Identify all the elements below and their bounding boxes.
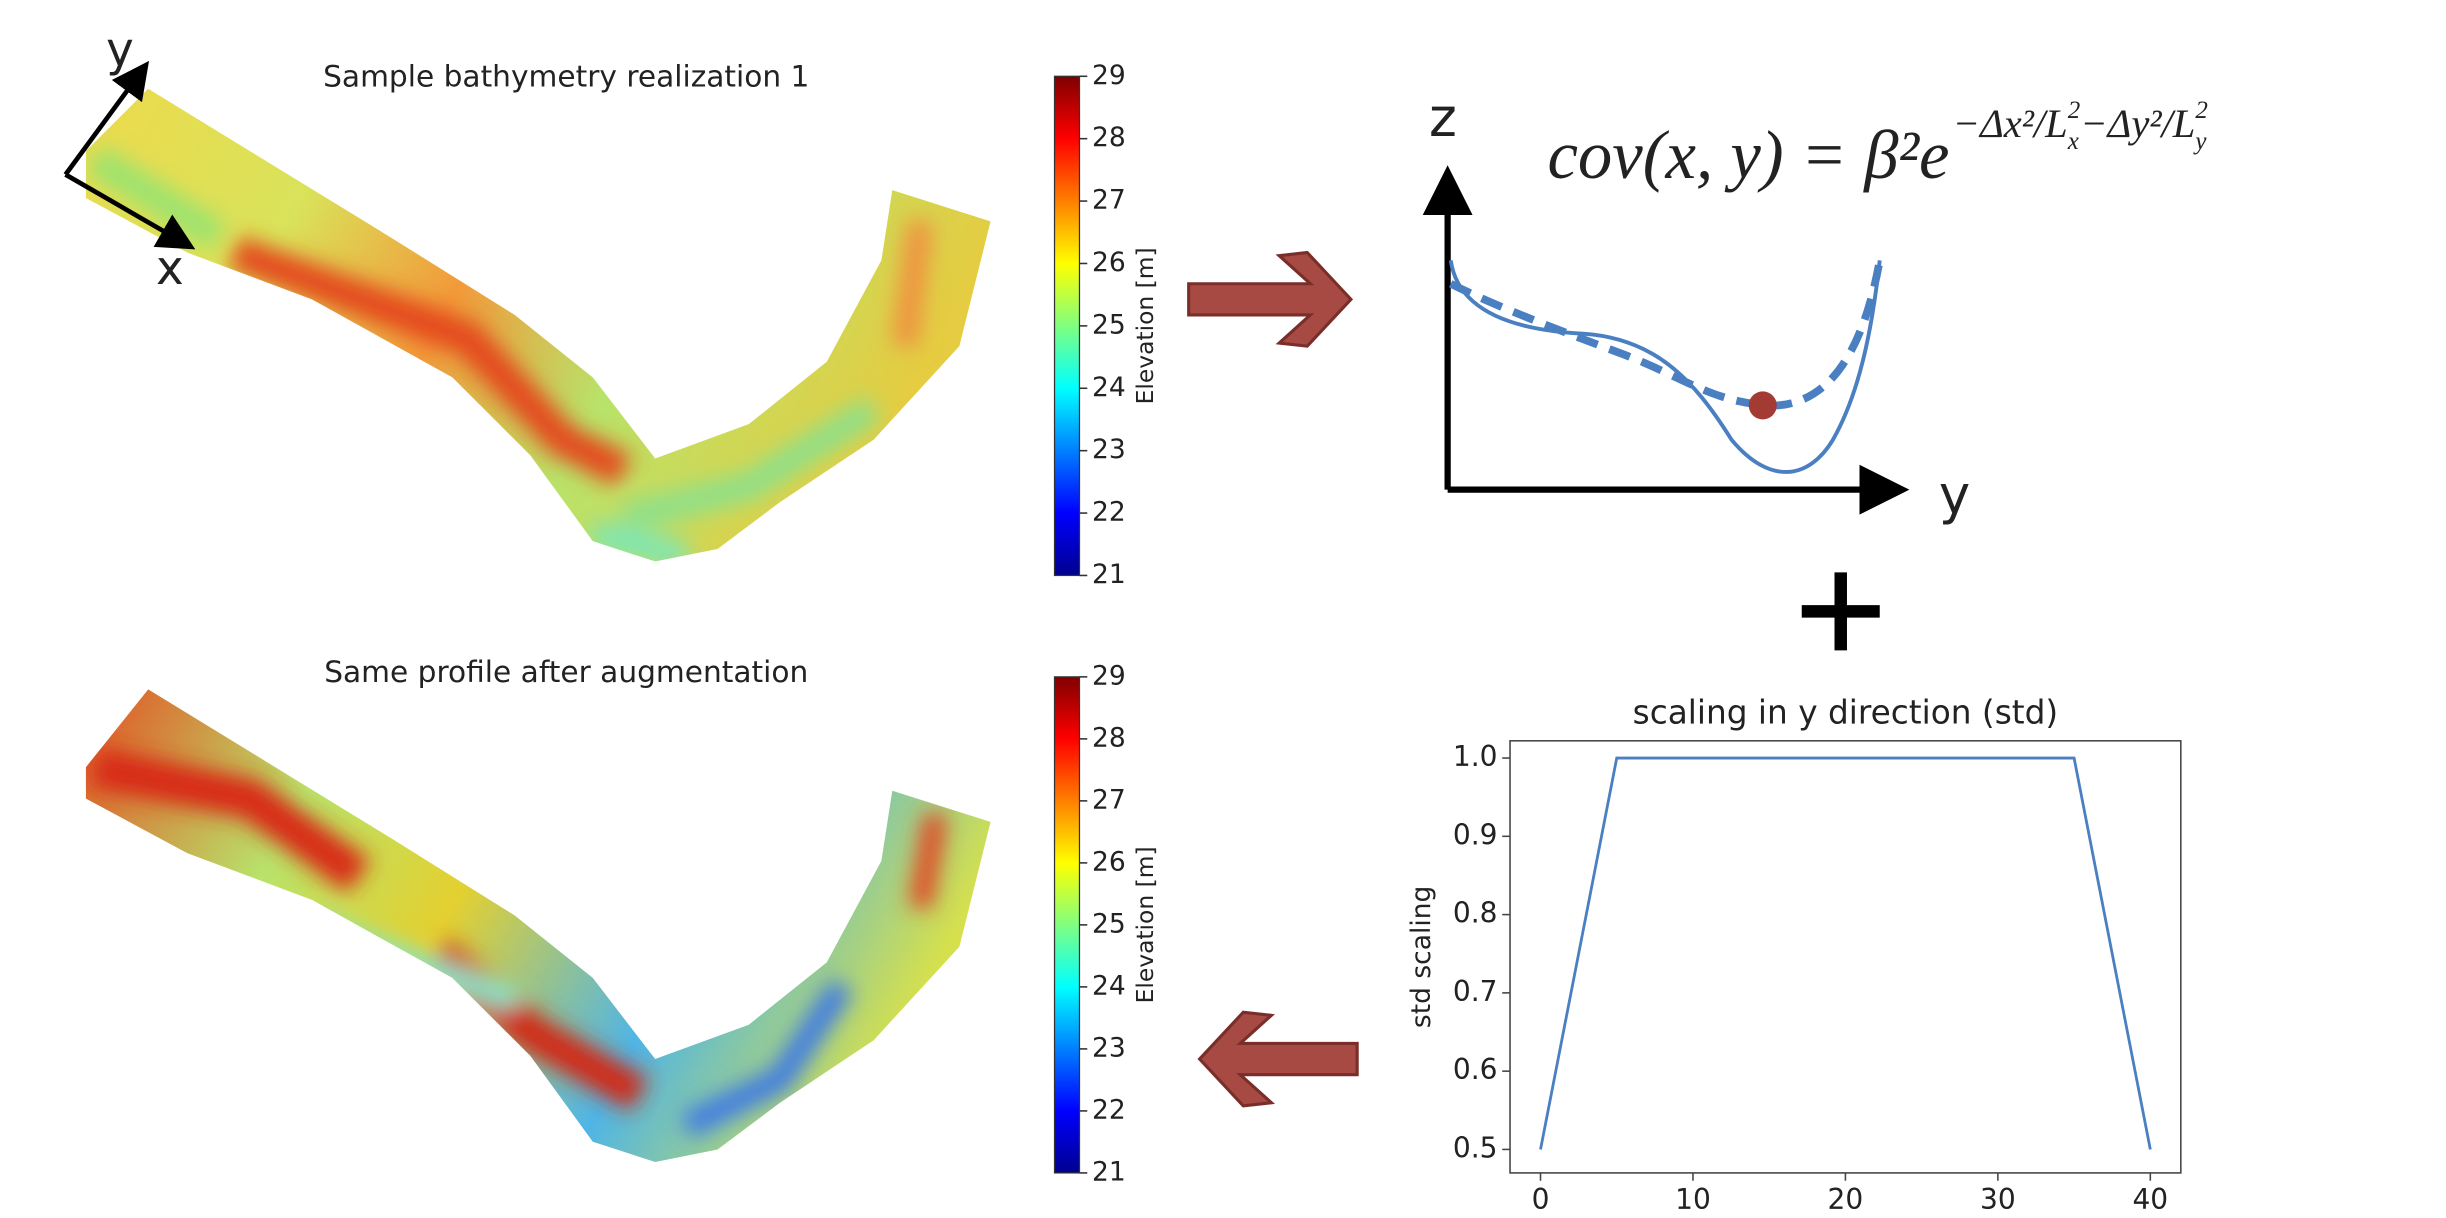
formula-exponent: 2 bbox=[2195, 97, 2207, 124]
colorbar-tick-label: 26 bbox=[1092, 846, 1126, 877]
y-tick-label: 1.0 bbox=[1453, 740, 1498, 773]
colorbar bbox=[1053, 75, 1081, 577]
colorbar-tick-label: 24 bbox=[1092, 970, 1126, 1001]
y-tick-label: 0.5 bbox=[1453, 1131, 1498, 1164]
bathymetry-map bbox=[85, 88, 991, 562]
colorbar-tick-label: 22 bbox=[1092, 497, 1126, 528]
colorbar-tick-label: 22 bbox=[1092, 1094, 1126, 1125]
y-axis-label: std scaling bbox=[1406, 886, 1437, 1028]
arrow bbox=[1197, 1010, 1359, 1108]
colorbar-tick-label: 24 bbox=[1092, 372, 1126, 403]
panel-title: Same profile after augmentation bbox=[324, 654, 808, 689]
formula-exponent: −Δy²/L bbox=[2080, 101, 2195, 146]
colorbar-tick-label: 21 bbox=[1092, 1156, 1126, 1187]
panel-title: Sample bathymetry realization 1 bbox=[323, 58, 809, 93]
colorbar bbox=[1053, 676, 1081, 1174]
formula-exponent: y bbox=[2192, 128, 2207, 155]
chart-title: scaling in y direction (std) bbox=[1633, 693, 2059, 731]
colorbar-tick-label: 23 bbox=[1092, 1032, 1126, 1063]
compass-label: y bbox=[106, 23, 134, 77]
y-tick-label: 0.7 bbox=[1453, 975, 1498, 1008]
colorbar-tick-label: 27 bbox=[1092, 784, 1126, 815]
line bbox=[1539, 756, 2152, 1150]
x-tick-label: 20 bbox=[1828, 1183, 1864, 1216]
formula-exponent: −Δx²/L bbox=[1953, 101, 2068, 146]
colorbar-tick-label: 28 bbox=[1092, 122, 1126, 153]
colorbar-tick-label: 27 bbox=[1092, 185, 1126, 216]
colorbar-tick-label: 29 bbox=[1092, 60, 1126, 91]
arrow bbox=[1187, 250, 1354, 348]
formula-exponent: 2 bbox=[2068, 97, 2080, 124]
line-chart: scaling in y direction (std) std scaling 0… bbox=[1406, 693, 2182, 1216]
formula-exponent: x bbox=[2067, 128, 2079, 155]
sketch bbox=[1422, 165, 1910, 515]
plot-area bbox=[1509, 740, 2182, 1174]
colorbar-tick-label: 25 bbox=[1092, 309, 1126, 340]
formula: cov(x, y) = β²e bbox=[1547, 117, 1949, 193]
y-tick-label: 0.8 bbox=[1453, 897, 1498, 930]
x-tick-label: 0 bbox=[1532, 1183, 1550, 1216]
axis-label: z bbox=[1429, 87, 1457, 149]
x-tick-label: 40 bbox=[2132, 1183, 2168, 1216]
colorbar-tick-label: 26 bbox=[1092, 247, 1126, 278]
bathymetry-map bbox=[85, 689, 991, 1163]
x-tick-label: 30 bbox=[1980, 1183, 2016, 1216]
compass-label: x bbox=[156, 242, 184, 296]
colorbar-tick-label: 21 bbox=[1092, 559, 1126, 590]
colorbar-tick-label: 23 bbox=[1092, 434, 1126, 465]
x-tick-label: 10 bbox=[1675, 1183, 1711, 1216]
axis-label: y bbox=[1939, 465, 1970, 527]
colorbar-tick-label: 29 bbox=[1092, 660, 1126, 691]
y-tick-label: 0.6 bbox=[1453, 1053, 1498, 1086]
colorbar-tick-label: 28 bbox=[1092, 722, 1126, 753]
plus-sign bbox=[1801, 572, 1880, 651]
y-tick-label: 0.9 bbox=[1453, 818, 1498, 851]
colorbar-label: Elevation [m] bbox=[1131, 247, 1159, 404]
colorbar-tick-label: 25 bbox=[1092, 908, 1126, 939]
colorbar-label: Elevation [m] bbox=[1131, 846, 1159, 1003]
compass bbox=[63, 60, 196, 250]
